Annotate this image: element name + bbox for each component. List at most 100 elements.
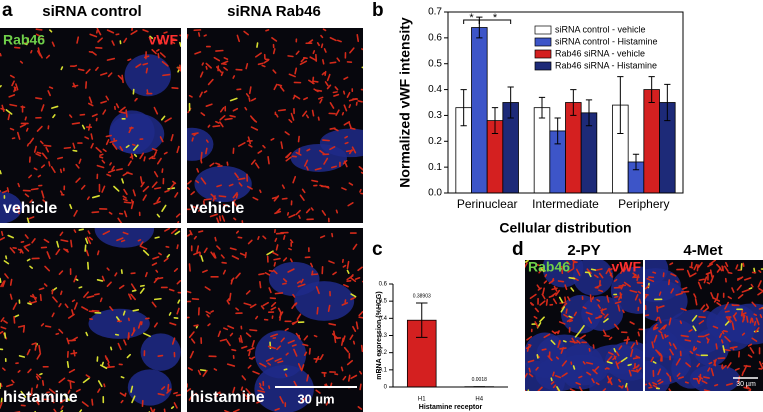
- granule: [152, 256, 160, 260]
- granule: [38, 344, 41, 354]
- granule: [232, 192, 238, 199]
- granule: [278, 311, 284, 319]
- granule: [88, 236, 93, 241]
- granule: [13, 316, 16, 324]
- granule: [81, 306, 89, 311]
- granule: [238, 182, 243, 187]
- granule: [250, 159, 256, 165]
- granule: [650, 356, 655, 363]
- granule: [191, 298, 200, 301]
- granule: [697, 281, 702, 290]
- granule: [753, 320, 757, 326]
- granule: [280, 141, 284, 150]
- image-label: vehicle: [3, 200, 57, 217]
- granule: [333, 93, 340, 97]
- granule: [274, 357, 282, 362]
- granule: [44, 265, 51, 272]
- granule: [16, 131, 21, 140]
- granule: [716, 267, 722, 273]
- granule: [229, 332, 234, 337]
- granule: [657, 368, 662, 376]
- granule: [669, 262, 674, 266]
- granule: [551, 292, 557, 297]
- granule: [157, 53, 160, 59]
- granule: [75, 388, 81, 393]
- granule: [319, 353, 324, 361]
- granule: [727, 295, 732, 300]
- granule: [308, 347, 311, 355]
- granule: [157, 354, 164, 357]
- granule: [58, 270, 64, 275]
- granule: [139, 152, 145, 160]
- granule: [263, 59, 270, 64]
- granule: [0, 330, 4, 335]
- granule: [707, 263, 714, 268]
- granule: [200, 159, 203, 164]
- granule: [31, 238, 36, 244]
- axes: [392, 284, 508, 388]
- granule: [564, 296, 567, 303]
- granule: [142, 249, 150, 256]
- granule: [177, 299, 181, 304]
- granule: [106, 29, 115, 34]
- scale-label: 30 µm: [297, 391, 334, 406]
- granule: [713, 359, 717, 367]
- granule: [555, 289, 561, 297]
- granule: [570, 287, 575, 292]
- granule: [169, 322, 177, 326]
- granule: [108, 211, 113, 215]
- granule: [51, 288, 54, 295]
- granule: [102, 230, 111, 236]
- granule: [723, 265, 729, 272]
- granule: [525, 389, 526, 391]
- granule: [133, 153, 138, 158]
- x-tick-label: Perinuclear: [457, 197, 518, 211]
- granule: [127, 58, 132, 62]
- granule: [335, 109, 340, 116]
- granule: [588, 271, 592, 278]
- micrograph: [187, 28, 363, 223]
- granule: [235, 307, 240, 311]
- panel-letter: c: [372, 239, 383, 260]
- granule: [593, 274, 599, 279]
- granule: [101, 275, 105, 282]
- granule: [33, 145, 37, 153]
- image-label: vehicle: [190, 200, 244, 217]
- value-label: 0.38903: [413, 293, 431, 299]
- granule: [273, 261, 277, 267]
- granule: [40, 164, 46, 169]
- granule: [620, 356, 628, 363]
- granule: [89, 33, 98, 38]
- granule: [600, 308, 604, 314]
- granule: [63, 146, 72, 150]
- granule: [360, 344, 363, 353]
- granule: [109, 162, 112, 166]
- granule: [655, 349, 662, 356]
- granule: [675, 292, 683, 296]
- granule: [270, 333, 279, 338]
- granule: [71, 299, 76, 303]
- error-bar: [416, 302, 428, 338]
- granule: [39, 140, 44, 145]
- granule: [601, 312, 605, 316]
- granule: [689, 350, 694, 355]
- granule: [554, 374, 562, 379]
- granule: [139, 287, 145, 294]
- nucleus: [559, 344, 604, 390]
- granule: [179, 41, 181, 47]
- granule: [129, 155, 134, 159]
- granule: [216, 184, 222, 188]
- granule: [139, 284, 145, 287]
- granule: [49, 29, 53, 33]
- granule: [251, 356, 256, 360]
- granule: [721, 265, 725, 272]
- granule: [303, 159, 309, 167]
- granule: [655, 316, 659, 321]
- granule: [707, 367, 711, 372]
- granule: [153, 322, 158, 328]
- granule: [758, 307, 763, 310]
- granule: [226, 297, 231, 302]
- granule: [123, 188, 128, 195]
- granule: [81, 124, 86, 130]
- granule: [0, 170, 2, 175]
